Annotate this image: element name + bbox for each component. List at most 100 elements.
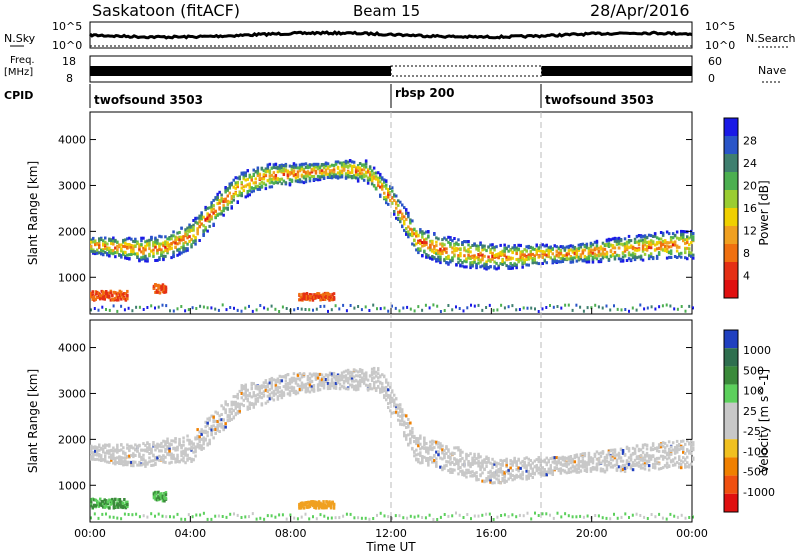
echo-cell bbox=[385, 183, 388, 187]
velocity-frame bbox=[89, 319, 693, 523]
echo-cell bbox=[463, 464, 466, 468]
echo-cell bbox=[667, 251, 671, 255]
echo-cell bbox=[186, 453, 189, 457]
echo-cell bbox=[118, 295, 122, 299]
echo-cell bbox=[294, 163, 298, 167]
echo-cell bbox=[383, 389, 386, 393]
echo-cell bbox=[200, 216, 203, 220]
echo-cell bbox=[609, 243, 613, 247]
echo-cell bbox=[360, 371, 364, 375]
echo-cell bbox=[302, 385, 306, 389]
echo-cell bbox=[92, 240, 95, 244]
echo-cell bbox=[358, 369, 362, 373]
echo-cell bbox=[513, 456, 516, 460]
echo-cell bbox=[473, 242, 476, 246]
echo-cell bbox=[144, 459, 147, 463]
echo-cell bbox=[467, 250, 470, 254]
echo-cell bbox=[593, 252, 597, 256]
echo-cell bbox=[493, 460, 496, 464]
echo-cell bbox=[316, 503, 319, 507]
echo-cell bbox=[395, 403, 398, 407]
echo-cell bbox=[94, 445, 97, 449]
echo-cell bbox=[543, 259, 546, 263]
echo-cell bbox=[557, 468, 561, 472]
echo-cell bbox=[399, 414, 402, 418]
echo-cell bbox=[573, 456, 577, 460]
echo-cell bbox=[132, 250, 135, 254]
echo-cell bbox=[441, 252, 444, 255]
echo-cell bbox=[663, 441, 667, 445]
echo-cell bbox=[142, 462, 145, 466]
echo-cell bbox=[276, 385, 280, 389]
echo-cell bbox=[164, 285, 168, 289]
echo-cell bbox=[318, 178, 322, 182]
echo-cell bbox=[284, 387, 288, 391]
nsky-label: N.Sky bbox=[4, 32, 36, 45]
echo-cell bbox=[206, 216, 209, 220]
echo-cell bbox=[680, 236, 683, 240]
echo-cell bbox=[362, 163, 366, 167]
echo-cell bbox=[114, 456, 117, 460]
echo-cell bbox=[641, 238, 645, 242]
echo-cell bbox=[314, 293, 318, 297]
echo-cell bbox=[389, 187, 392, 190]
echo-cell bbox=[639, 239, 643, 243]
echo-cell bbox=[501, 461, 504, 465]
echo-cell bbox=[176, 242, 179, 246]
echo-cell bbox=[453, 468, 456, 472]
echo-cell bbox=[589, 254, 593, 257]
echo-cell bbox=[461, 456, 464, 460]
echo-cell bbox=[565, 245, 569, 249]
echo-cell bbox=[90, 240, 93, 244]
echo-cell bbox=[459, 469, 462, 473]
echo-cell bbox=[346, 160, 350, 164]
echo-cell bbox=[160, 458, 163, 461]
echo-cell bbox=[364, 174, 368, 178]
echo-cell bbox=[170, 443, 173, 447]
echo-cell bbox=[515, 246, 518, 250]
echo-cell bbox=[300, 515, 303, 519]
echo-cell bbox=[525, 258, 528, 261]
echo-cell bbox=[623, 244, 627, 248]
echo-cell bbox=[348, 171, 352, 175]
echo-cell bbox=[186, 236, 189, 240]
echo-cell bbox=[655, 241, 659, 245]
echo-cell bbox=[621, 255, 625, 259]
echo-cell bbox=[639, 448, 643, 452]
echo-cell bbox=[276, 377, 280, 381]
echo-cell bbox=[146, 306, 149, 309]
echo-cell bbox=[116, 445, 119, 449]
echo-cell bbox=[581, 455, 585, 459]
echo-cell bbox=[633, 247, 637, 250]
echo-cell bbox=[389, 192, 392, 196]
echo-cell bbox=[146, 515, 149, 519]
echo-cell bbox=[381, 373, 384, 377]
echo-cell bbox=[567, 459, 571, 463]
echo-cell bbox=[409, 307, 412, 311]
echo-cell bbox=[323, 295, 327, 298]
echo-cell bbox=[439, 310, 442, 313]
echo-cell bbox=[364, 171, 368, 174]
echo-cell bbox=[597, 462, 601, 466]
echo-cell bbox=[417, 305, 420, 309]
echo-cell bbox=[250, 178, 253, 182]
echo-cell bbox=[503, 261, 506, 265]
echo-cell bbox=[138, 515, 141, 519]
echo-cell bbox=[525, 263, 528, 267]
echo-cell bbox=[148, 460, 151, 464]
echo-cell bbox=[280, 392, 284, 396]
echo-cell bbox=[220, 199, 223, 203]
echo-cell bbox=[603, 255, 607, 258]
echo-cell bbox=[158, 291, 162, 295]
echo-cell bbox=[429, 248, 432, 252]
echo-cell bbox=[208, 440, 211, 444]
echo-cell bbox=[92, 457, 95, 461]
echo-cell bbox=[437, 255, 440, 259]
echo-cell bbox=[104, 454, 107, 458]
echo-cell bbox=[376, 513, 378, 517]
echo-cell bbox=[150, 464, 153, 467]
echo-cell bbox=[220, 422, 223, 426]
echo-cell bbox=[300, 381, 304, 385]
echo-cell bbox=[268, 177, 272, 181]
echo-cell bbox=[168, 461, 171, 465]
